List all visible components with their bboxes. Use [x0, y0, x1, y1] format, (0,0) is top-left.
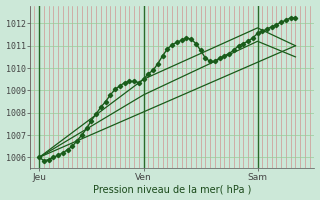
- X-axis label: Pression niveau de la mer( hPa ): Pression niveau de la mer( hPa ): [93, 184, 251, 194]
